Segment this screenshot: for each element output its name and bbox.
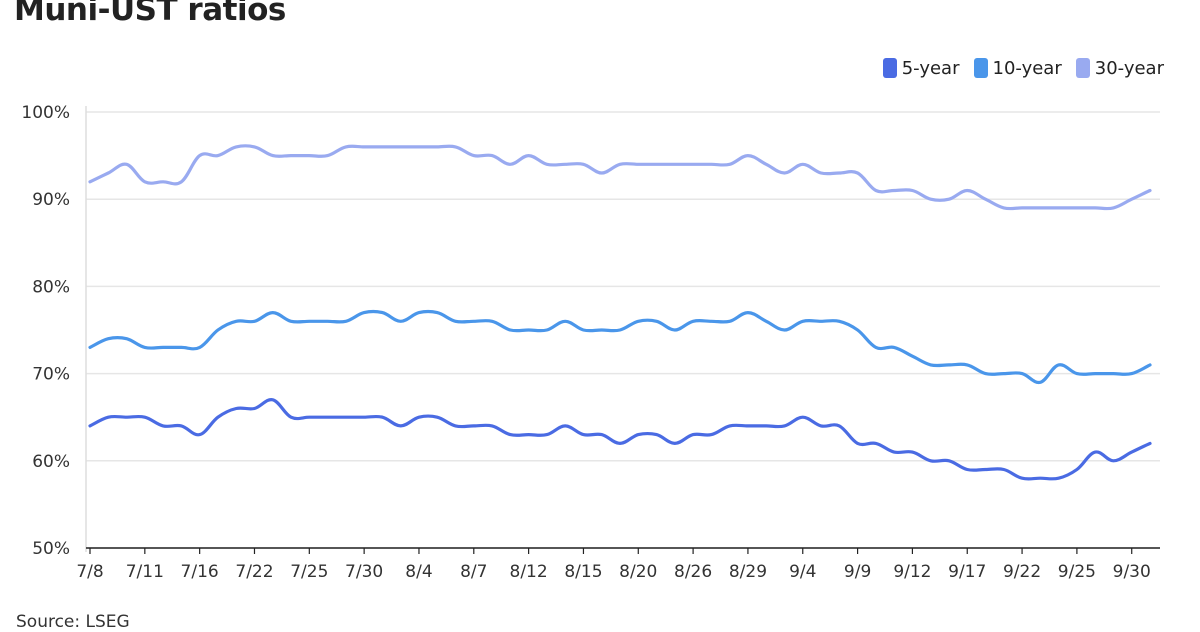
x-tick-label: 7/30 xyxy=(345,562,383,582)
x-tick-label: 7/22 xyxy=(235,562,273,582)
x-tick-label: 8/7 xyxy=(460,562,487,582)
source-note: Source: LSEG xyxy=(16,612,130,632)
x-tick-label: 9/22 xyxy=(1003,562,1041,582)
chart-legend: 5-year 10-year 30-year xyxy=(869,56,1164,80)
x-tick-label: 8/29 xyxy=(729,562,767,582)
x-tick-label: 9/30 xyxy=(1113,562,1151,582)
y-tick-label: 70% xyxy=(32,365,70,385)
y-tick-label: 80% xyxy=(32,277,70,297)
x-tick-label: 9/9 xyxy=(844,562,871,582)
x-tick-label: 8/15 xyxy=(564,562,602,582)
series-line-30-year xyxy=(88,144,1152,211)
y-tick-label: 90% xyxy=(32,190,70,210)
x-tick-label: 7/11 xyxy=(126,562,164,582)
x-tick-label: 7/8 xyxy=(76,562,103,582)
y-tick-label: 100% xyxy=(21,103,70,123)
chart-title: Muni-UST ratios xyxy=(14,0,286,28)
x-tick-label: 8/12 xyxy=(510,562,548,582)
x-tick-label: 8/26 xyxy=(674,562,712,582)
legend-swatch-10-year xyxy=(973,58,988,78)
legend-swatch-5-year xyxy=(882,58,897,78)
legend-label-10-year: 10-year xyxy=(992,57,1062,79)
x-tick-label: 8/4 xyxy=(405,562,432,582)
x-tick-label: 9/4 xyxy=(789,562,816,582)
legend-label-30-year: 30-year xyxy=(1094,57,1164,79)
legend-item-10-year[interactable]: 10-year xyxy=(973,57,1062,79)
legend-item-5-year[interactable]: 5-year xyxy=(882,57,960,79)
y-tick-label: 50% xyxy=(32,539,70,559)
x-tick-label: 7/16 xyxy=(181,562,219,582)
x-tick-label: 9/17 xyxy=(948,562,986,582)
y-tick-label: 60% xyxy=(32,452,70,472)
x-tick-label: 9/12 xyxy=(893,562,931,582)
legend-swatch-30-year xyxy=(1075,58,1090,78)
series-line-10-year xyxy=(88,309,1152,385)
legend-item-30-year[interactable]: 30-year xyxy=(1075,57,1164,79)
series-line-5-year xyxy=(88,398,1152,481)
legend-label-5-year: 5-year xyxy=(901,57,960,79)
x-tick-label: 7/25 xyxy=(290,562,328,582)
x-tick-label: 8/20 xyxy=(619,562,657,582)
x-tick-label: 9/25 xyxy=(1058,562,1096,582)
